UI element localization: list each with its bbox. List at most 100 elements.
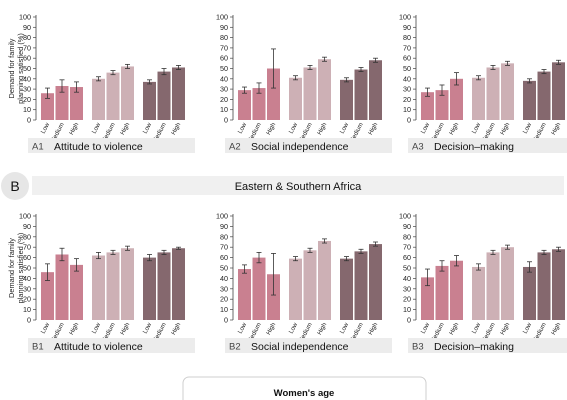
section-b-label: B (10, 178, 19, 194)
y-tick-label: 90 (403, 23, 411, 32)
y-tick-label: 60 (23, 54, 31, 63)
bar (92, 255, 105, 320)
panel-title: Decision–making (434, 141, 514, 153)
y-tick-label: 100 (399, 212, 411, 221)
y-tick-label: 80 (23, 232, 31, 241)
y-tick-label: 40 (23, 274, 31, 283)
y-tick-label: 70 (220, 243, 228, 252)
y-tick-label: 20 (220, 295, 228, 304)
panel-title: Attitude to violence (54, 141, 143, 153)
y-tick-label: 20 (403, 95, 411, 104)
y-tick-label: 80 (220, 232, 228, 241)
bar (537, 252, 551, 320)
bar (340, 79, 353, 120)
y-tick-label: 90 (220, 23, 228, 32)
bar (92, 78, 105, 120)
section-b-marker (1, 172, 29, 200)
bar (121, 248, 134, 320)
bar (70, 264, 83, 320)
region-banner (32, 176, 564, 195)
y-tick-label: 50 (220, 64, 228, 73)
y-tick-label: 80 (220, 33, 228, 42)
y-tick-label: 10 (220, 105, 228, 114)
y-tick-label: 60 (220, 54, 228, 63)
y-tick-label: 10 (403, 105, 411, 114)
bar (55, 254, 69, 320)
y-tick-label: 60 (23, 253, 31, 262)
y-tick-label: 0 (407, 316, 411, 325)
x-tick-label: High (499, 321, 511, 336)
bar (121, 66, 134, 120)
x-tick-label: Low (91, 121, 103, 135)
x-tick-label: High (68, 321, 80, 336)
bar (354, 251, 368, 320)
y-tick-label: 30 (403, 284, 411, 293)
y-tick-label: 60 (220, 253, 228, 262)
region-title: Eastern & Southern Africa (235, 181, 362, 193)
bar (41, 93, 54, 120)
bar (552, 249, 565, 320)
bar (501, 247, 514, 320)
y-tick-label: 20 (220, 95, 228, 104)
bar (172, 67, 185, 120)
bar (303, 250, 317, 320)
legend-box (182, 376, 427, 400)
y-tick-label: 10 (220, 305, 228, 314)
bar (41, 272, 54, 320)
y-axis-label-line: Demand for family (7, 238, 16, 298)
x-tick-label: Low (142, 321, 154, 335)
bar (157, 71, 171, 120)
panel-title: Social independence (251, 341, 349, 353)
x-tick-label: Low (40, 121, 52, 135)
x-tick-label: Low (288, 121, 300, 135)
y-tick-label: 0 (27, 116, 31, 125)
x-tick-label: Low (420, 321, 432, 335)
bar (340, 258, 353, 320)
y-tick-label: 50 (403, 264, 411, 273)
bar (106, 252, 120, 320)
bar (435, 265, 449, 320)
bar (523, 80, 536, 120)
y-tick-label: 70 (23, 43, 31, 52)
panel-title-strip (28, 338, 195, 353)
y-tick-label: 40 (220, 274, 228, 283)
y-tick-label: 50 (220, 264, 228, 273)
y-tick-label: 50 (23, 64, 31, 73)
y-tick-label: 90 (23, 23, 31, 32)
y-tick-label: 40 (23, 74, 31, 83)
x-tick-label: High (170, 121, 182, 136)
x-tick-label: Low (471, 121, 483, 135)
y-tick-label: 20 (403, 295, 411, 304)
legend-title: Women's age (274, 388, 335, 399)
y-tick-label: 30 (23, 85, 31, 94)
panel-id: B2 (229, 342, 241, 353)
y-tick-label: 0 (224, 116, 228, 125)
y-tick-label: 70 (220, 43, 228, 52)
panel-title-strip (28, 138, 195, 153)
bar (172, 248, 185, 320)
bar (289, 258, 302, 320)
bar (486, 252, 500, 320)
bar (421, 277, 434, 320)
y-tick-label: 20 (23, 295, 31, 304)
bar (318, 59, 331, 120)
bar (252, 257, 266, 320)
y-tick-label: 70 (403, 243, 411, 252)
bar (369, 244, 382, 320)
y-axis-label-line: Demand for family (7, 38, 16, 98)
y-axis-label: Demand for familyplanning satisfied (%) (7, 233, 25, 304)
panel-id: B1 (32, 342, 44, 353)
bar (238, 269, 251, 320)
y-tick-label: 100 (399, 13, 411, 22)
x-tick-label: High (316, 321, 328, 336)
x-tick-label: Low (471, 321, 483, 335)
panel-id: A1 (32, 142, 44, 153)
bar (267, 68, 280, 120)
bar (106, 72, 120, 120)
